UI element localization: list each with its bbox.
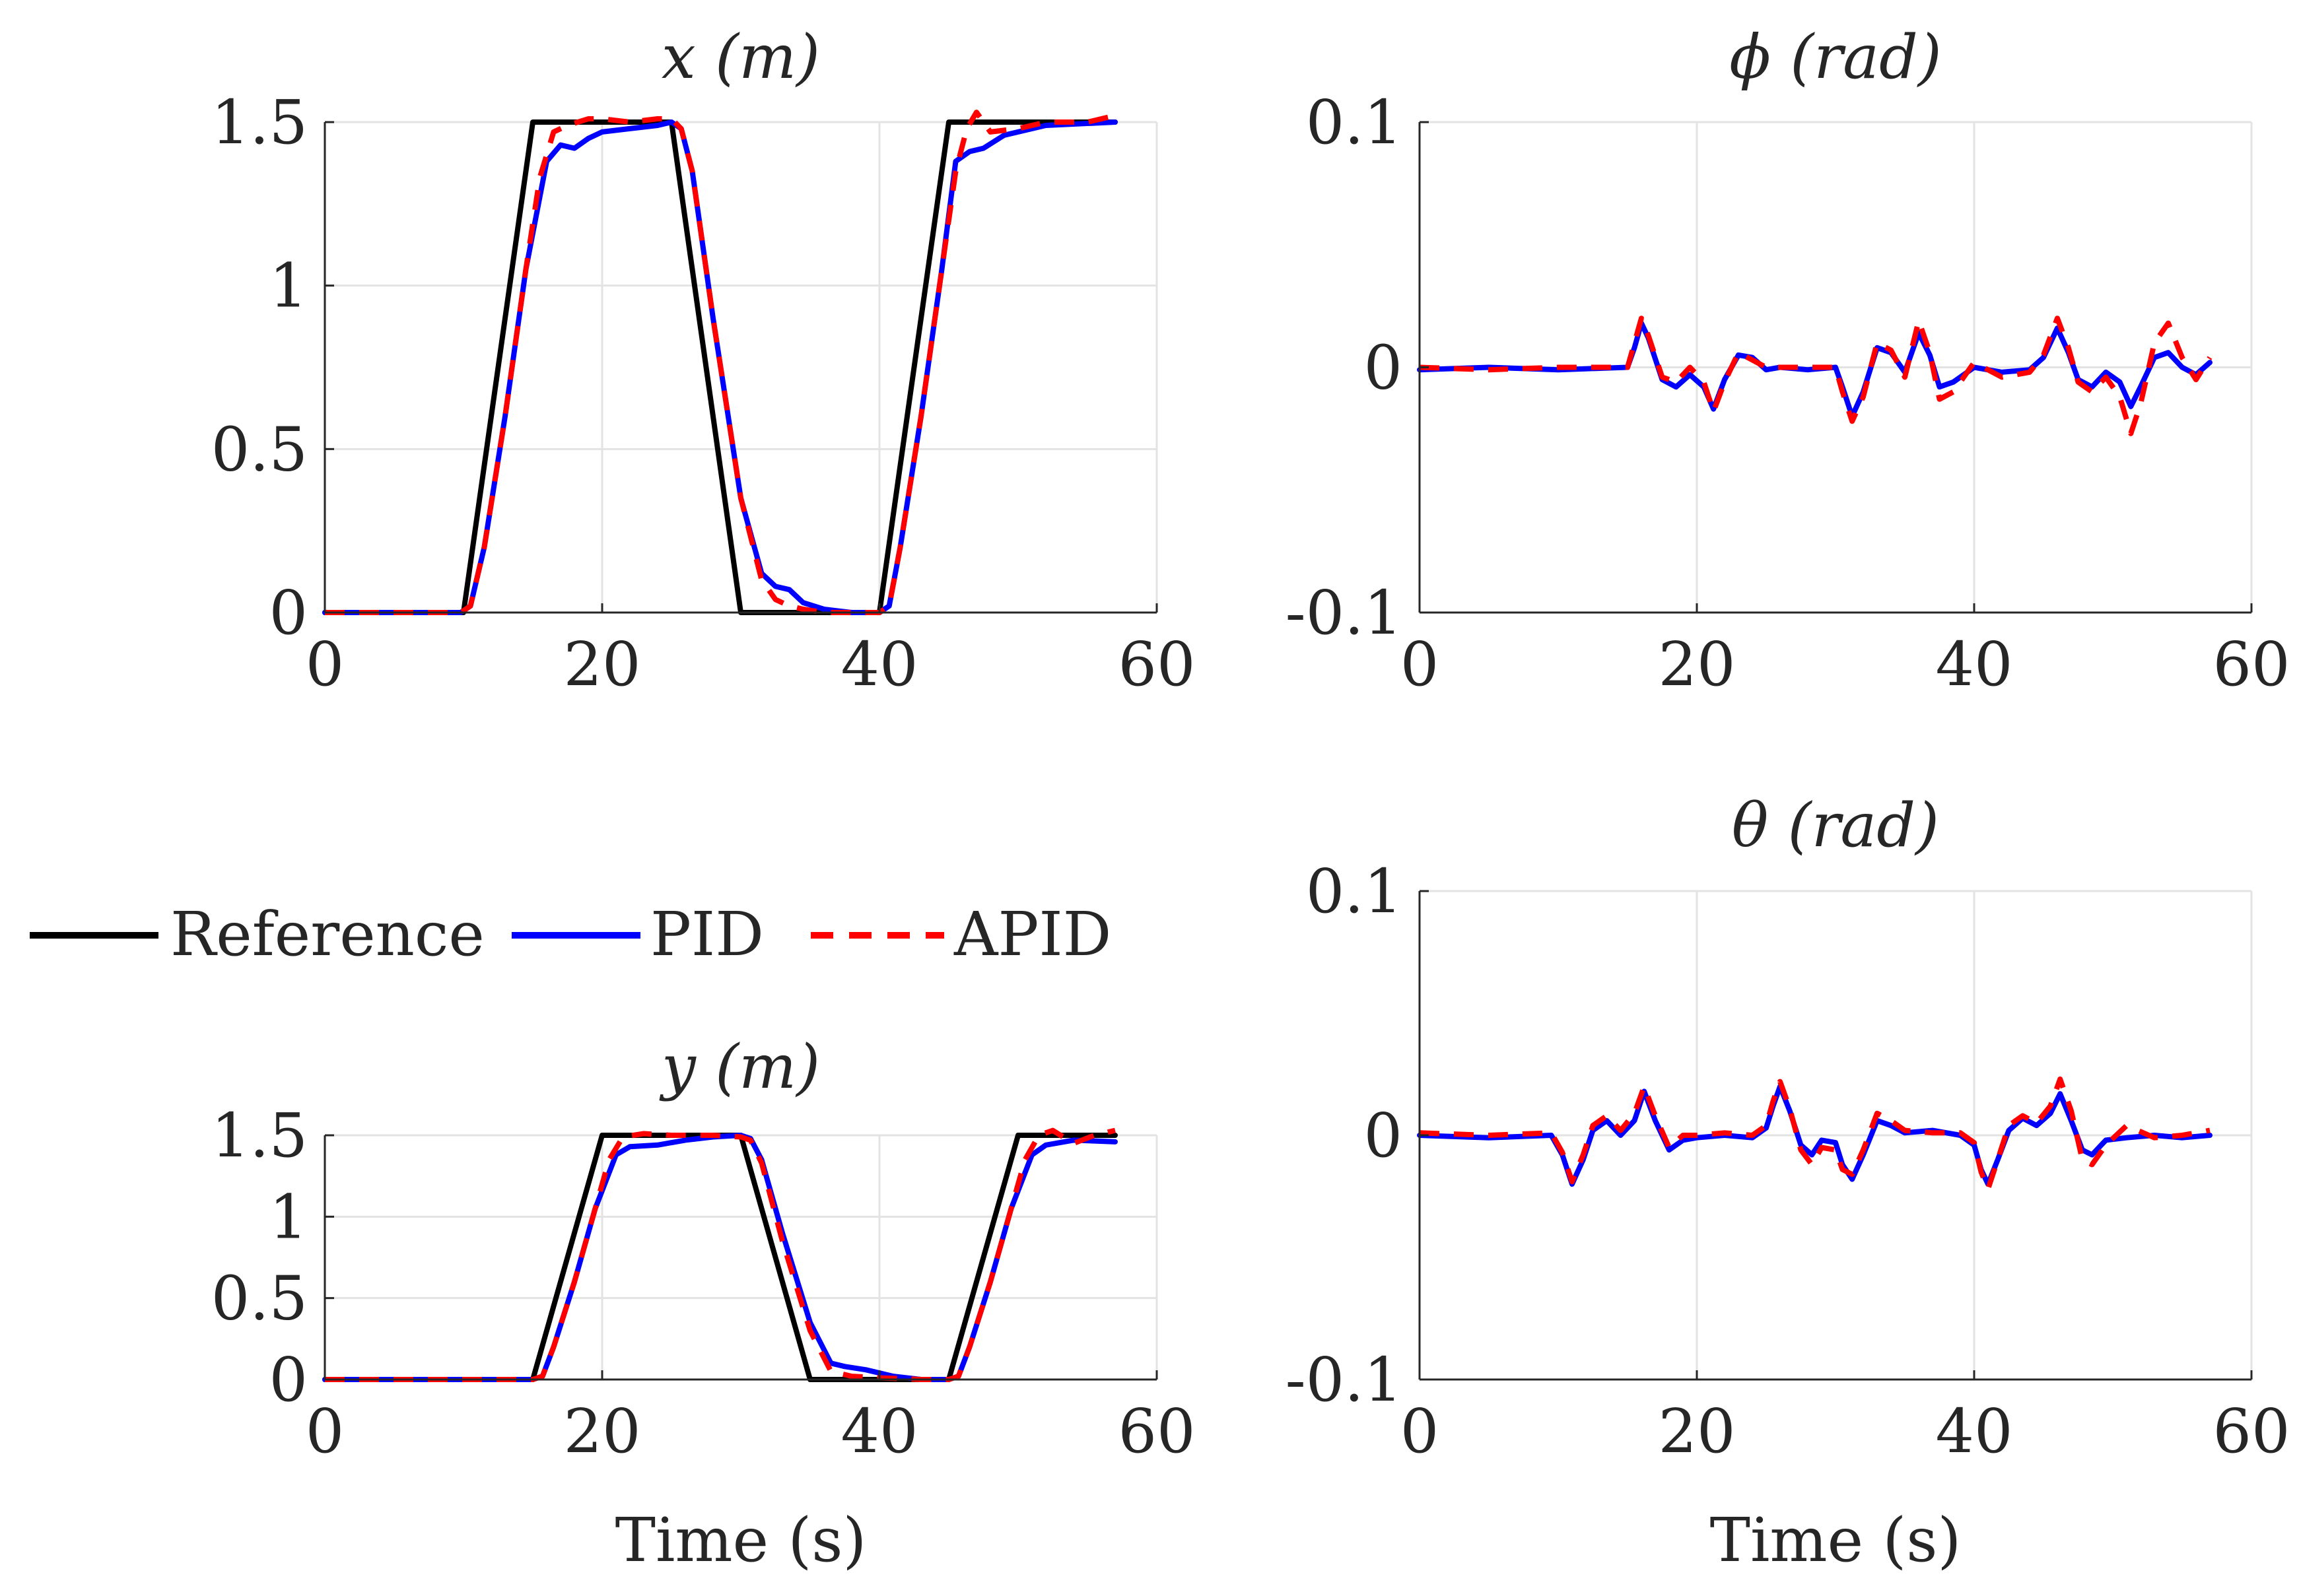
plot-area-x: [325, 122, 1157, 613]
ytick-label-phi-1: 0: [1363, 333, 1402, 403]
xtick-label-x-3: 60: [1118, 629, 1195, 700]
title-phi: ϕ (rad): [1729, 22, 1941, 92]
series-layer-phi: [1417, 316, 2213, 436]
legend-label-pid: PID: [650, 899, 764, 970]
series-pid-phi: [1417, 320, 2213, 419]
xtick-label-phi-3: 60: [2213, 629, 2290, 700]
xtick-label-x-0: 0: [306, 629, 345, 700]
xtick-label-y-1: 20: [563, 1396, 640, 1467]
xtick-label-theta-3: 60: [2213, 1396, 2290, 1467]
axes-theta: [1418, 890, 2253, 1381]
xtick-label-y-0: 0: [306, 1396, 345, 1467]
plot-area-y: [325, 1135, 1157, 1380]
ytick-label-y-3: 1.5: [211, 1100, 308, 1171]
legend-label-reference: Reference: [170, 899, 485, 970]
series-layer-x: [322, 110, 1118, 615]
xtick-label-x-2: 40: [841, 629, 918, 700]
series-apid-y: [325, 1127, 1116, 1382]
xtick-label-theta-0: 0: [1400, 1396, 1439, 1467]
ticks-y: 0 20 40 60 0 0.5 1 1.5: [211, 1100, 1196, 1467]
xlabel-theta: Time (s): [1710, 1505, 1962, 1576]
xtick-label-y-3: 60: [1118, 1396, 1195, 1467]
panel-x: 0 20 40 60 0 0.5 1 1.5 x (m): [211, 22, 1196, 700]
series-pid-theta: [1417, 1084, 2213, 1187]
ytick-label-x-3: 1.5: [211, 87, 308, 158]
ticks-theta: 0 20 40 60-0.100.1: [1286, 856, 2290, 1467]
ytick-label-theta-2: 0.1: [1306, 856, 1402, 927]
ytick-label-phi-0: -0.1: [1286, 578, 1402, 648]
axes-y: [324, 1134, 1158, 1381]
ytick-label-y-2: 1: [269, 1181, 308, 1252]
panel-y: 0 20 40 60 0 0.5 1 1.5 y (m) Time (s): [211, 1032, 1196, 1576]
ytick-label-theta-0: -0.1: [1286, 1345, 1402, 1415]
title-y: y (m): [659, 1032, 820, 1102]
xtick-label-y-2: 40: [841, 1396, 918, 1467]
panel-phi: 0 20 40 60-0.100.1 ϕ (rad): [1286, 22, 2290, 700]
ytick-label-theta-1: 0: [1363, 1100, 1402, 1171]
ytick-label-y-0: 0: [269, 1345, 308, 1415]
axes-x: [324, 121, 1158, 614]
ticks-x: 0 20 40 60 0 0.5 1 1.5: [211, 87, 1196, 700]
title-x: x (m): [662, 22, 820, 92]
title-theta: θ (rad): [1732, 790, 1939, 861]
xtick-label-phi-2: 40: [1935, 629, 2012, 700]
xtick-label-x-1: 20: [563, 629, 640, 700]
ytick-label-y-1: 0.5: [211, 1263, 308, 1334]
xtick-label-theta-1: 20: [1658, 1396, 1735, 1467]
xtick-label-phi-1: 20: [1658, 629, 1735, 700]
panel-theta: 0 20 40 60-0.100.1 θ (rad) Time (s): [1286, 790, 2290, 1576]
xlabel-y: Time (s): [615, 1505, 867, 1576]
series-layer-theta: [1417, 1076, 2213, 1192]
series-reference-x: [322, 119, 1118, 615]
series-apid-phi: [1419, 316, 2213, 436]
ytick-label-phi-2: 0.1: [1306, 87, 1402, 158]
ytick-label-x-2: 1: [269, 251, 308, 321]
series-apid-theta: [1419, 1076, 2211, 1192]
legend: Reference PID APID: [30, 899, 1111, 970]
axes-phi: [1418, 121, 2253, 614]
ticks-phi: 0 20 40 60-0.100.1: [1286, 87, 2290, 700]
series-layer-y: [322, 1127, 1118, 1382]
xtick-label-theta-2: 40: [1935, 1396, 2012, 1467]
series-reference-y: [322, 1133, 1118, 1382]
xtick-label-phi-0: 0: [1400, 629, 1439, 700]
ytick-label-x-0: 0: [269, 578, 308, 648]
legend-label-apid: APID: [953, 899, 1111, 970]
ytick-label-x-1: 0.5: [211, 414, 308, 484]
